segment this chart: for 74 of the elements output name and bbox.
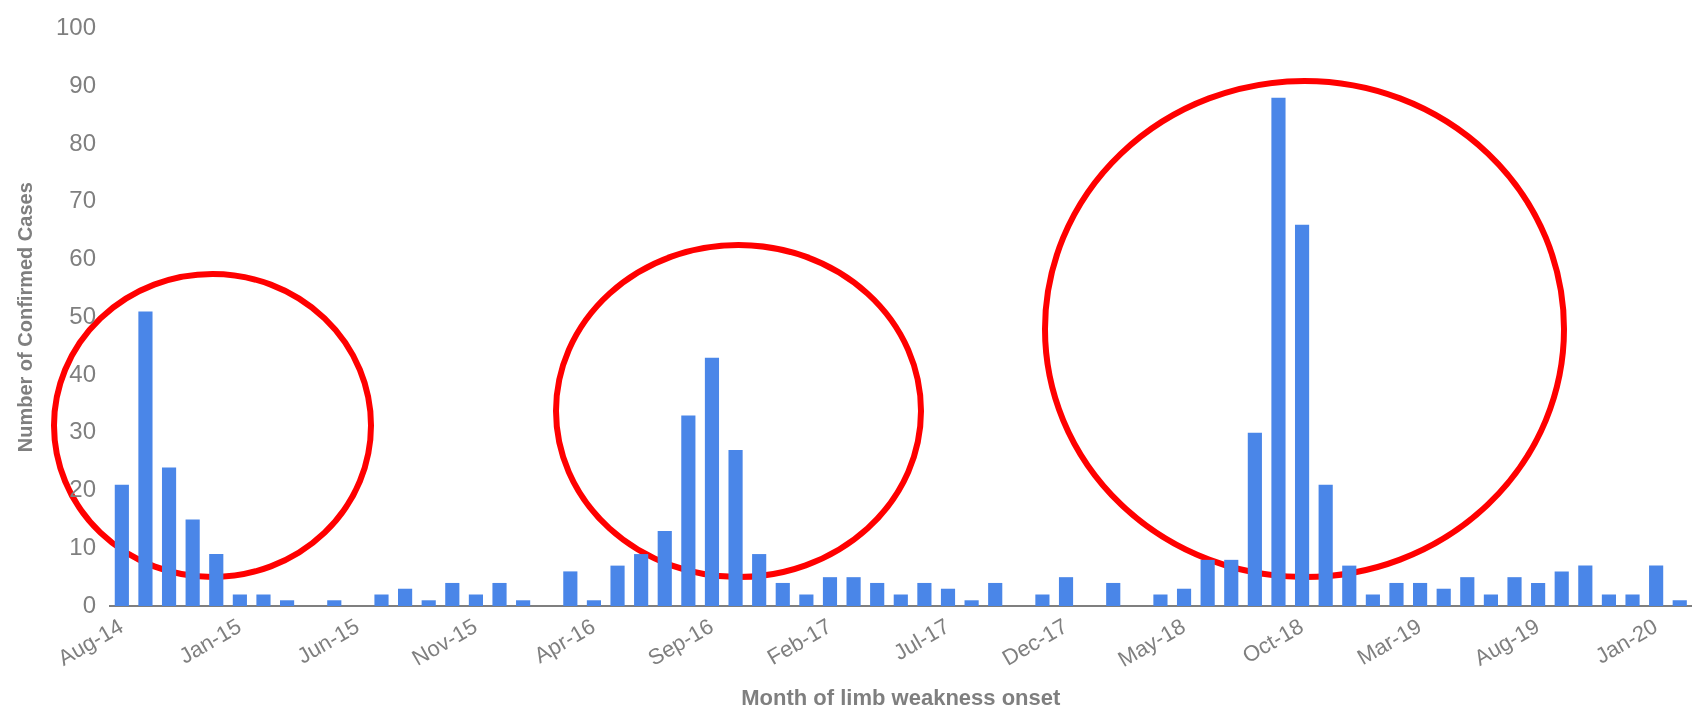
y-tick-label: 0: [82, 590, 97, 618]
bar: [1294, 224, 1310, 607]
bar: [280, 600, 295, 607]
bar: [1554, 571, 1569, 607]
bar: [1436, 588, 1451, 607]
bar: [775, 582, 790, 607]
bar: [752, 554, 767, 607]
bar: [634, 554, 649, 607]
bar: [728, 450, 743, 607]
bar: [1058, 577, 1074, 607]
bar: [1625, 594, 1640, 607]
bar: [586, 600, 602, 607]
bar: [232, 594, 247, 607]
bar: [1153, 594, 1168, 607]
bar: [1176, 588, 1192, 607]
y-tick-label: 10: [69, 532, 97, 560]
y-tick-label: 100: [56, 13, 97, 41]
bar: [161, 467, 177, 607]
y-tick-label: 70: [69, 186, 97, 214]
y-tick-label: 50: [69, 301, 97, 329]
bar: [516, 600, 531, 607]
bar: [799, 594, 814, 607]
bar: [681, 415, 696, 607]
bar: [1271, 97, 1286, 607]
bar: [1483, 594, 1498, 607]
bar: [1389, 582, 1404, 607]
bar: [138, 311, 153, 607]
bar: [327, 600, 342, 607]
y-tick-label: 60: [69, 244, 97, 272]
y-tick-label: 40: [69, 359, 97, 387]
bar: [256, 594, 271, 607]
bar: [1318, 484, 1333, 607]
bar: [870, 582, 885, 607]
bar: [114, 484, 129, 607]
bar: [1247, 432, 1262, 607]
y-tick-label: 30: [69, 417, 97, 445]
bar: [1106, 582, 1121, 607]
bar: [1672, 600, 1687, 607]
bar: [846, 577, 861, 607]
y-tick-label: 80: [69, 128, 97, 156]
bar: [1200, 559, 1215, 607]
bar: [185, 519, 200, 607]
bar: [657, 530, 672, 607]
bar: [209, 554, 224, 607]
bar: [445, 582, 460, 607]
bar: [940, 588, 956, 607]
bar: [964, 600, 979, 607]
bar: [917, 582, 932, 607]
bar: [610, 565, 625, 607]
bar: [1224, 559, 1239, 607]
bar: [988, 582, 1003, 607]
bar: [1578, 565, 1593, 607]
bar: [1365, 594, 1380, 607]
bar: [822, 577, 838, 607]
bar: [1413, 582, 1428, 607]
bar: [398, 588, 413, 607]
bar: [468, 594, 483, 607]
y-tick-label: 90: [69, 70, 97, 98]
bar: [893, 594, 908, 607]
y-axis-title: Number of Confirmed Cases: [13, 182, 36, 453]
bar: [1531, 582, 1546, 607]
bar: [492, 582, 507, 607]
bar: [563, 571, 578, 607]
bar: [1342, 565, 1357, 607]
y-tick-label: 20: [69, 475, 97, 503]
bar: [1507, 577, 1522, 607]
bar: [374, 594, 389, 607]
bar: [421, 600, 436, 607]
bar: [1601, 594, 1617, 607]
bar: [1460, 577, 1475, 607]
bar: [1649, 565, 1664, 607]
bar: [704, 357, 720, 607]
x-axis-title: Month of limb weakness onset: [741, 684, 1061, 710]
bar: [1035, 594, 1050, 607]
